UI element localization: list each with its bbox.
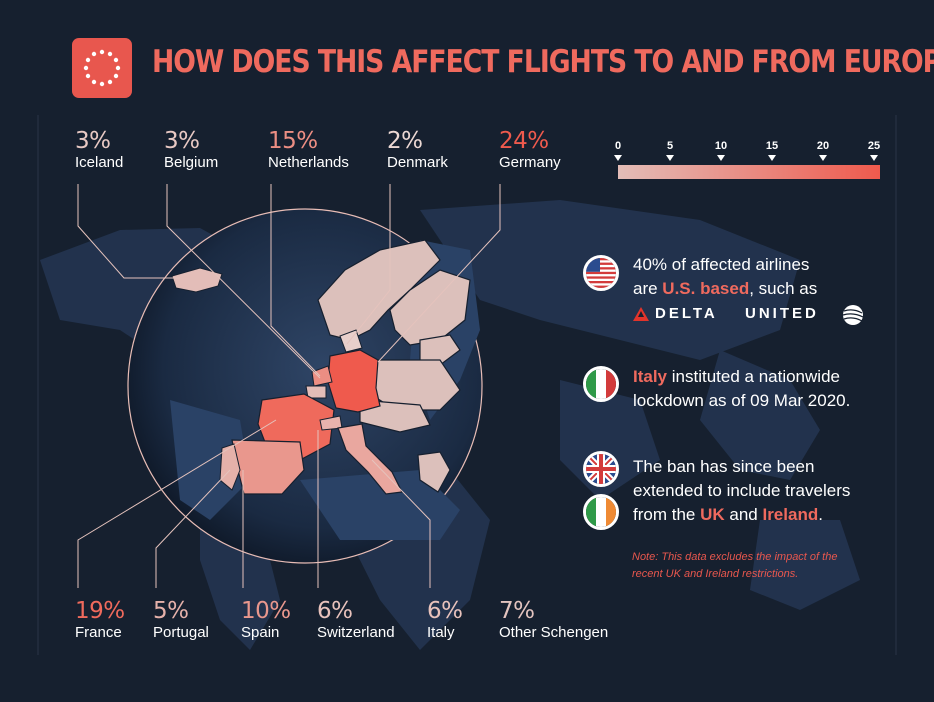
country-name: Germany: [499, 154, 561, 171]
country-name: Spain: [241, 624, 280, 641]
airline-delta: DELTA: [655, 305, 718, 322]
label-spain: 10% Spain: [241, 598, 291, 642]
info-uk-text: The ban has since been extended to inclu…: [633, 455, 850, 527]
note-line: recent UK and Ireland restrictions.: [632, 568, 799, 580]
info-line: Italy instituted a nationwide: [633, 365, 850, 389]
ireland-flag-icon: [583, 494, 619, 530]
info-line-text: are: [633, 279, 663, 298]
country-name: Portugal: [153, 624, 209, 641]
scale-arrow-icon: [717, 155, 725, 161]
info-line-text: .: [818, 505, 823, 524]
label-germany: 24% Germany: [499, 128, 561, 172]
scale-tick-label: 25: [867, 140, 881, 152]
eu-stars-icon: [72, 38, 132, 98]
pct-value: 3%: [75, 128, 111, 154]
note-line: Note: This data excludes the impact of t…: [632, 551, 838, 563]
country-name: Iceland: [75, 154, 124, 171]
scale-arrow-icon: [666, 155, 674, 161]
pct-value: 15%: [268, 128, 318, 154]
pct-value: 3%: [164, 128, 200, 154]
pct-value: 5%: [153, 598, 189, 624]
highlight-uk: UK: [700, 505, 725, 524]
airline-united: UNITED: [745, 305, 819, 322]
label-switzerland: 6% Switzerland: [317, 598, 395, 642]
info-line: lockdown as of 09 Mar 2020.: [633, 391, 851, 410]
pct-value: 7%: [499, 598, 535, 624]
country-name: Belgium: [164, 154, 219, 171]
info-line: extended to include travelers: [633, 481, 851, 500]
region-greece: [417, 451, 451, 493]
country-name: Denmark: [387, 154, 448, 171]
country-name: Other Schengen: [499, 624, 609, 641]
country-name: Netherlands: [268, 154, 349, 171]
region-portugal: [219, 443, 241, 491]
region-iceland: [171, 267, 223, 293]
region-italy: [337, 423, 403, 495]
pct-value: 6%: [317, 598, 353, 624]
label-denmark: 2% Denmark: [387, 128, 448, 172]
info-line-text: , such as: [749, 279, 818, 298]
scale-arrow-icon: [819, 155, 827, 161]
info-line-text: and: [724, 505, 763, 524]
info-line: 40% of affected airlines: [633, 255, 810, 274]
info-line: are U.S. based, such as: [633, 277, 817, 301]
label-iceland: 3% Iceland: [75, 128, 123, 172]
pct-value: 24%: [499, 128, 549, 154]
airline-logos: DELTA UNITED: [633, 304, 873, 326]
scale-tick-label: 0: [614, 140, 622, 152]
color-scale-legend: 0 5 10 15 20 25: [612, 140, 882, 184]
scale-tick-label: 5: [666, 140, 674, 152]
uk-flag-icon: [583, 451, 619, 487]
scale-tick-label: 20: [816, 140, 830, 152]
label-italy: 6% Italy: [427, 598, 463, 642]
info-line: from the UK and Ireland.: [633, 503, 850, 527]
region-belgium: [305, 385, 327, 399]
country-name: Italy: [427, 624, 455, 641]
pct-value: 10%: [241, 598, 291, 624]
scale-arrow-icon: [768, 155, 776, 161]
label-france: 19% France: [75, 598, 125, 642]
label-netherlands: 15% Netherlands: [268, 128, 349, 172]
info-line: The ban has since been: [633, 457, 815, 476]
region-netherlands: [311, 365, 333, 387]
usa-flag-icon: [583, 255, 619, 291]
region-austria-hungary: [359, 399, 431, 433]
delta-logo-icon: [633, 307, 649, 321]
united-globe-icon: [842, 305, 864, 325]
info-us-text: 40% of affected airlines are U.S. based,…: [633, 253, 817, 301]
country-name: Switzerland: [317, 624, 395, 641]
info-italy-text: Italy instituted a nationwide lockdown a…: [633, 365, 850, 413]
info-line-text: instituted a nationwide: [667, 367, 840, 386]
pct-value: 6%: [427, 598, 463, 624]
highlight-italy: Italy: [633, 367, 668, 386]
page-title: HOW DOES THIS AFFECT FLIGHTS TO AND FROM…: [152, 44, 934, 80]
region-baltics: [419, 334, 461, 366]
scale-gradient-bar: [618, 165, 880, 179]
pct-value: 19%: [75, 598, 125, 624]
label-belgium: 3% Belgium: [164, 128, 218, 172]
data-note: Note: This data excludes the impact of t…: [632, 549, 892, 583]
country-name: France: [75, 624, 122, 641]
italy-flag-icon: [583, 366, 619, 402]
label-other-schengen: 7% Other Schengen: [499, 598, 608, 642]
pct-value: 2%: [387, 128, 423, 154]
highlight-ireland: Ireland: [762, 505, 819, 524]
scale-tick-label: 10: [714, 140, 728, 152]
scale-arrow-icon: [870, 155, 878, 161]
info-line-text: from the: [633, 505, 701, 524]
region-denmark: [339, 329, 363, 353]
scale-arrow-icon: [614, 155, 622, 161]
region-sweden-finland: [389, 269, 471, 346]
label-portugal: 5% Portugal: [153, 598, 209, 642]
highlight-us-based: U.S. based: [662, 279, 750, 298]
scale-tick-label: 15: [765, 140, 779, 152]
region-germany: [327, 349, 381, 413]
